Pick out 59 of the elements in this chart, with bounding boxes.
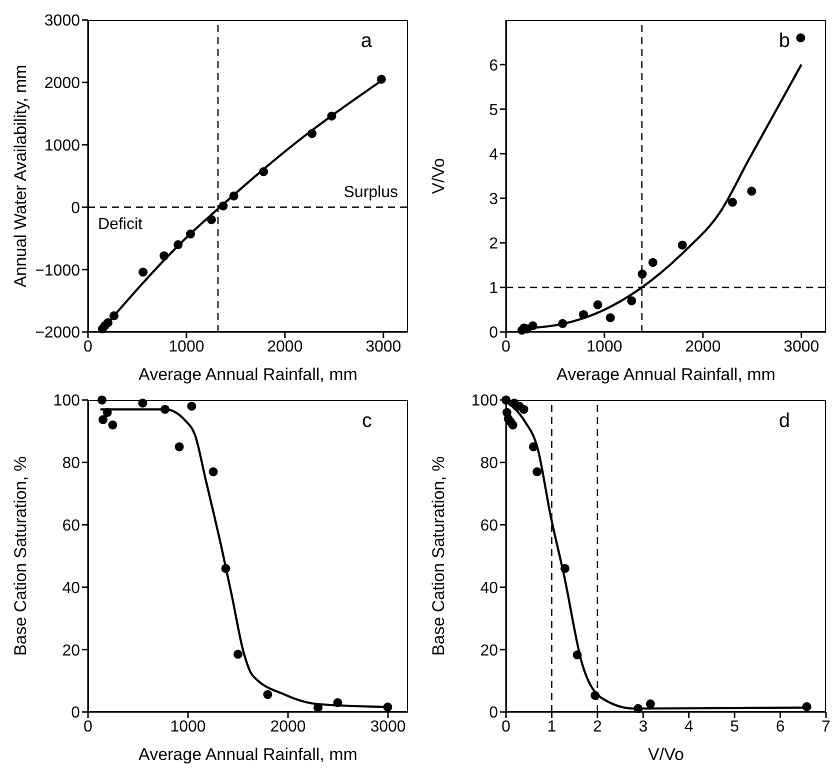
x-axis-title: V/Vo bbox=[648, 745, 684, 764]
x-tick-label: 0 bbox=[84, 718, 93, 736]
y-tick-label: 5 bbox=[489, 102, 498, 119]
y-axis-title: Base Cation Saturation, % bbox=[429, 456, 448, 656]
y-tick-label: 3000 bbox=[44, 12, 80, 30]
y-tick-label: 0 bbox=[489, 324, 498, 342]
annotation: Surplus bbox=[344, 184, 398, 202]
y-tick-label: 2 bbox=[489, 236, 498, 253]
x-tick-label: 2000 bbox=[270, 718, 306, 736]
text: b bbox=[778, 30, 790, 53]
x-tick-label: 5 bbox=[730, 718, 740, 736]
x-tick-label: 1000 bbox=[170, 718, 206, 736]
y-axis-title: V/Vo bbox=[429, 158, 448, 194]
x-tick-label: 3000 bbox=[366, 338, 402, 356]
y-tick-label: 60 bbox=[480, 517, 498, 534]
y-tick-label: 3 bbox=[489, 190, 498, 208]
x-tick-label: 1000 bbox=[168, 338, 204, 356]
y-tick-label: 20 bbox=[62, 642, 80, 660]
x-tick-label: 3000 bbox=[370, 718, 406, 736]
y-tick-label: 40 bbox=[480, 580, 498, 597]
y-tick-label: 0 bbox=[489, 704, 498, 722]
x-axis-title: Average Annual Rainfall, mm bbox=[138, 365, 358, 384]
x-tick-label: 6 bbox=[776, 718, 785, 736]
y-tick-label: 1 bbox=[489, 280, 498, 298]
x-tick-label: 3 bbox=[638, 718, 648, 736]
y-tick-label: 100 bbox=[53, 392, 80, 410]
y-tick-label: 0 bbox=[71, 200, 80, 217]
y-tick-label: 80 bbox=[480, 455, 498, 472]
y-tick-label: 100 bbox=[471, 392, 498, 410]
y-tick-label: 80 bbox=[62, 455, 80, 472]
x-tick-label: 0 bbox=[84, 338, 93, 356]
text: c bbox=[362, 410, 372, 433]
x-tick-label: 3000 bbox=[784, 338, 820, 356]
y-tick-label: 20 bbox=[480, 642, 498, 660]
y-tick-label: −2000 bbox=[35, 324, 80, 342]
x-tick-label: 0 bbox=[502, 338, 511, 356]
x-tick-label: 2000 bbox=[685, 338, 721, 356]
annotation: Deficit bbox=[98, 216, 144, 234]
y-tick-label: 0 bbox=[71, 704, 80, 722]
text: a bbox=[360, 30, 372, 53]
x-tick-label: 2000 bbox=[267, 338, 303, 356]
y-tick-label: 40 bbox=[62, 580, 80, 597]
x-tick-label: 1 bbox=[547, 718, 556, 736]
x-tick-label: 7 bbox=[822, 718, 831, 736]
y-tick-label: 60 bbox=[62, 517, 80, 534]
text: d bbox=[778, 410, 790, 433]
y-tick-label: 4 bbox=[489, 146, 498, 164]
y-tick-label: 2000 bbox=[44, 75, 80, 92]
x-tick-label: 0 bbox=[502, 718, 511, 736]
y-axis-title: Base Cation Saturation, % bbox=[11, 456, 30, 656]
y-tick-label: 6 bbox=[489, 57, 498, 74]
x-axis-title: Average Annual Rainfall, mm bbox=[138, 745, 358, 764]
x-tick-label: 1000 bbox=[586, 338, 622, 356]
y-tick-label: −1000 bbox=[35, 262, 80, 280]
x-tick-label: 4 bbox=[684, 718, 694, 736]
x-tick-label: 2 bbox=[592, 718, 602, 736]
y-tick-label: 1000 bbox=[44, 137, 80, 154]
y-axis-title: Annual Water Availability, mm bbox=[11, 64, 30, 288]
x-axis-title: Average Annual Rainfall, mm bbox=[556, 365, 776, 384]
